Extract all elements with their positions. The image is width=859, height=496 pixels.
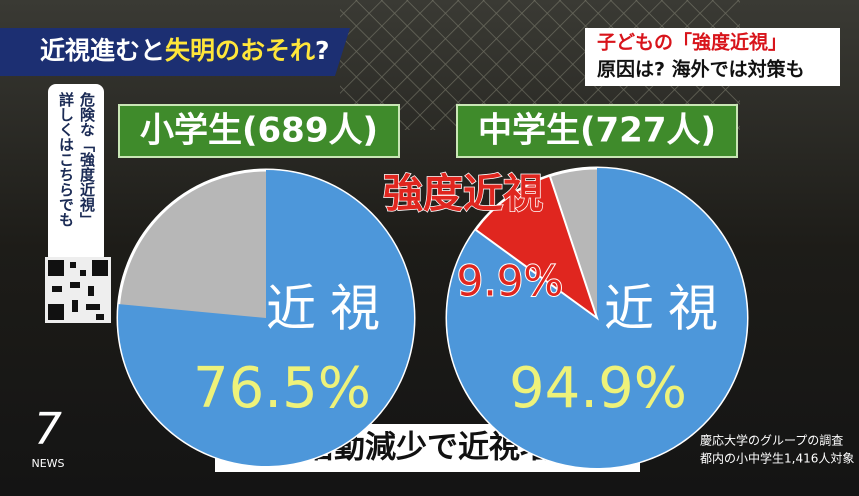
- banner-part: ?: [315, 36, 330, 65]
- pie-slice: [117, 170, 414, 466]
- title-box: [118, 104, 400, 158]
- source: 慶応大学のグループの調査: [700, 433, 843, 448]
- qr-note: 詳しくはこちらでも: [57, 92, 75, 227]
- banner-title: 子どもの「強度近視」: [597, 31, 787, 54]
- banner-text: 近視進むと失明のおそれ?: [40, 36, 330, 65]
- value-label: 94.9%: [509, 356, 687, 421]
- logo-text: NEWS: [31, 457, 64, 470]
- qr-note: 危険な「強度近視」: [78, 92, 96, 227]
- qr-note-box: [48, 84, 104, 264]
- banner-part: 失明のおそれ: [165, 36, 315, 65]
- title-box: [456, 104, 738, 158]
- value-label: 76.5%: [193, 356, 371, 421]
- logo-number: 7: [34, 404, 62, 455]
- slice-label: 近視: [266, 280, 394, 338]
- banner-part: 近視進むと: [40, 36, 165, 65]
- banner-right: [585, 28, 840, 86]
- pie-slice: [474, 174, 599, 321]
- banner-subtitle: 原因は? 海外では対策も: [597, 58, 805, 81]
- qr-pattern: [48, 260, 108, 320]
- pie-title: 小学生(689人): [140, 111, 378, 151]
- pie-title: 中学生(727人): [478, 111, 716, 151]
- slice-label: 近視: [604, 280, 732, 338]
- banner-left: [0, 28, 350, 76]
- source: 都内の小中学生1,416人対象: [700, 451, 854, 466]
- value-label: 9.9%: [457, 257, 564, 306]
- slice-label: 強度近視: [383, 171, 543, 217]
